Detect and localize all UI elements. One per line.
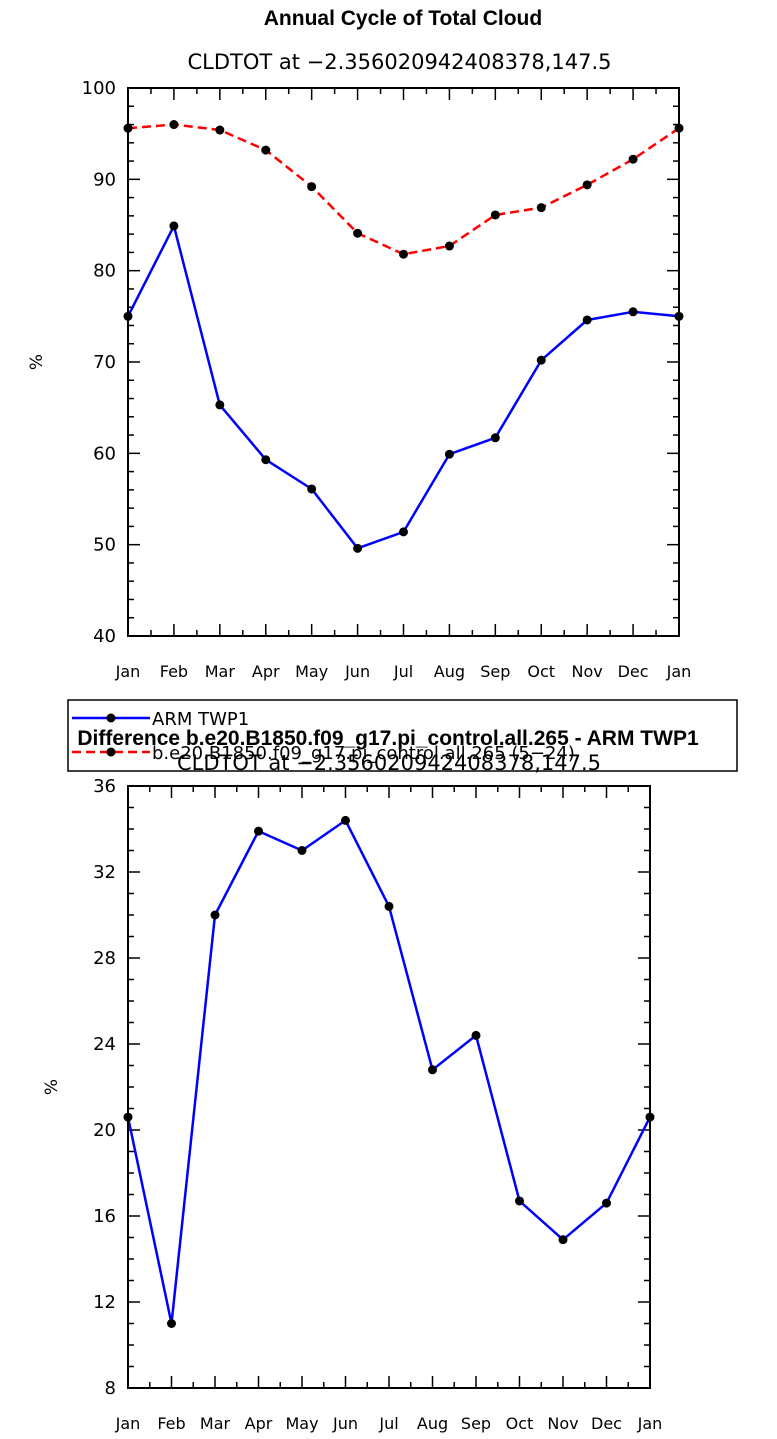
- x-tick-label: Feb: [157, 1414, 185, 1433]
- series-1: [123, 221, 684, 553]
- data-point: [628, 154, 638, 164]
- plot-frame: [127, 785, 651, 1389]
- data-point: [353, 543, 363, 553]
- data-point: [254, 826, 263, 836]
- series-1: [123, 815, 655, 1328]
- x-tick-label: Nov: [547, 1414, 578, 1433]
- y-tick-label: 28: [93, 948, 116, 969]
- x-tick-label: Aug: [434, 662, 465, 681]
- chart-title: Difference b.e20.B1850.f09_g17.pi_contro…: [77, 727, 699, 750]
- y-tick-label: 12: [93, 1292, 116, 1313]
- x-tick-label: Jan: [115, 1414, 141, 1433]
- data-point: [444, 449, 454, 459]
- data-point: [261, 145, 271, 155]
- data-point: [169, 120, 179, 130]
- data-point: [307, 182, 317, 192]
- data-point: [582, 315, 592, 325]
- data-point: [399, 527, 408, 537]
- data-point: [444, 241, 454, 251]
- data-point: [536, 203, 546, 213]
- y-tick-label: 50: [93, 535, 116, 556]
- x-tick-label: Sep: [480, 662, 510, 681]
- x-tick-label: May: [295, 662, 328, 681]
- data-point: [428, 1065, 437, 1075]
- x-tick-label: Oct: [506, 1414, 534, 1433]
- data-point: [490, 433, 500, 443]
- data-point: [353, 228, 363, 238]
- data-point: [471, 1030, 481, 1040]
- x-tick-label: Jan: [115, 662, 141, 681]
- x-tick-label: Apr: [252, 662, 280, 681]
- data-point: [215, 400, 225, 410]
- data-point: [399, 249, 408, 259]
- series-line: [127, 123, 680, 256]
- data-point: [210, 910, 220, 920]
- x-tick-label: Jul: [378, 1414, 398, 1433]
- x-tick-label: Jan: [666, 662, 692, 681]
- plot-frame: [127, 87, 680, 637]
- chart-subtitle: CLDTOT at −2.356020942408378,147.5: [187, 50, 611, 74]
- legend-marker: [106, 713, 116, 723]
- data-point: [167, 1319, 176, 1328]
- chart-2: Difference b.e20.B1850.f09_g17.pi_contro…: [42, 727, 699, 1433]
- x-tick-label: Apr: [245, 1414, 273, 1433]
- y-axis-label: %: [27, 354, 47, 370]
- x-tick-label: Mar: [200, 1414, 231, 1433]
- x-tick-label: Dec: [591, 1414, 622, 1433]
- x-tick-label: May: [285, 1414, 318, 1433]
- data-point: [515, 1196, 524, 1206]
- data-point: [536, 355, 546, 365]
- x-tick-label: Mar: [205, 662, 236, 681]
- y-tick-label: 90: [93, 169, 116, 190]
- data-point: [297, 846, 307, 855]
- x-tick-label: Nov: [572, 662, 603, 681]
- y-tick-label: 70: [93, 352, 116, 373]
- chart-title: Annual Cycle of Total Cloud: [264, 7, 542, 30]
- y-tick-label: 80: [93, 261, 116, 282]
- legend-box: [67, 699, 738, 772]
- data-point: [490, 210, 500, 220]
- x-tick-label: Sep: [461, 1414, 491, 1433]
- axis-ticks: [127, 785, 651, 1389]
- legend-marker: [106, 747, 116, 757]
- y-tick-label: 100: [82, 78, 116, 99]
- data-point: [628, 307, 638, 317]
- data-point: [384, 901, 394, 911]
- y-tick-label: 24: [93, 1034, 116, 1055]
- x-tick-label: Jun: [344, 662, 370, 681]
- data-point: [582, 180, 592, 190]
- legend: ARM TWP1 b.e20.B1850.f09_g17.pi_control.a…: [67, 699, 738, 772]
- y-tick-label: 36: [93, 776, 116, 797]
- chart-subtitle: CLDTOT at −2.356020942408378,147.5: [177, 751, 601, 775]
- y-tick-label: 32: [93, 862, 116, 883]
- x-tick-label: Aug: [417, 1414, 448, 1433]
- data-point: [341, 815, 350, 825]
- axis-ticks: [127, 87, 680, 637]
- data-point: [261, 455, 271, 465]
- x-tick-label: Dec: [618, 662, 649, 681]
- data-point: [602, 1198, 611, 1208]
- x-tick-label: Jul: [393, 662, 413, 681]
- y-axis-label: %: [42, 1079, 62, 1095]
- y-tick-label: 40: [93, 626, 116, 647]
- legend-entry-label: ARM TWP1: [152, 709, 249, 730]
- y-tick-label: 60: [93, 443, 116, 464]
- x-tick-label: Oct: [527, 662, 555, 681]
- series-2: [123, 120, 684, 259]
- y-tick-label: 20: [93, 1120, 116, 1141]
- x-tick-label: Jan: [637, 1414, 663, 1433]
- data-point: [307, 484, 317, 494]
- y-tick-label: 16: [93, 1206, 116, 1227]
- data-point: [215, 125, 225, 135]
- data-point: [169, 221, 179, 231]
- series-line: [126, 819, 652, 1325]
- series-line: [126, 224, 680, 550]
- y-tick-label: 8: [105, 1378, 116, 1399]
- legend-entry-label: b.e20.B1850.f09_g17.pi_control.all.265 (…: [152, 743, 575, 764]
- x-tick-label: Jun: [332, 1414, 358, 1433]
- chart-1: Annual Cycle of Total Cloud CLDTOT at −2.…: [27, 7, 738, 772]
- x-tick-label: Feb: [160, 662, 188, 681]
- data-point: [558, 1235, 568, 1245]
